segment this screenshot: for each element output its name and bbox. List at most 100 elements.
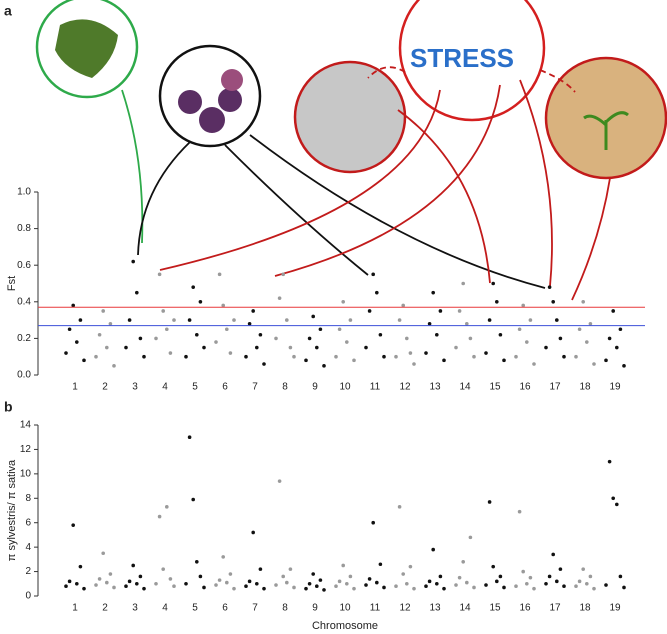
snp-point <box>502 585 506 590</box>
snp-point <box>67 579 72 584</box>
x-tick-label: 2 <box>102 603 108 614</box>
x-tick-label: 14 <box>459 603 471 614</box>
drought-circle <box>544 56 667 180</box>
snp-point <box>142 354 146 359</box>
snp-point <box>382 354 386 359</box>
snp-point <box>217 578 222 582</box>
snp-point <box>307 336 312 341</box>
snp-point <box>64 584 68 589</box>
snp-point <box>574 354 578 359</box>
snp-point <box>262 362 266 366</box>
snp-point <box>184 354 188 359</box>
x-tick-label: 13 <box>429 603 441 614</box>
snp-point <box>408 564 413 569</box>
snp-point <box>412 362 416 366</box>
y-tick-label: 0 <box>25 591 31 602</box>
snp-point <box>288 567 293 571</box>
snp-point <box>322 588 326 592</box>
snp-point <box>258 332 263 337</box>
snp-point <box>555 318 559 322</box>
snp-point <box>97 577 102 581</box>
snp-point <box>228 572 233 576</box>
x-tick-label: 10 <box>339 382 351 393</box>
snp-point <box>157 514 162 519</box>
snp-point <box>401 572 406 576</box>
snp-point <box>465 321 469 326</box>
snp-point <box>457 309 462 313</box>
snp-point <box>442 586 446 591</box>
snp-point <box>498 574 503 579</box>
x-tick-label: 9 <box>312 603 318 614</box>
snp-point <box>352 358 356 363</box>
snp-point <box>131 259 135 264</box>
snp-point <box>532 362 536 366</box>
snp-point <box>495 579 499 584</box>
x-tick-label: 7 <box>252 382 258 393</box>
snp-point <box>525 340 529 344</box>
snp-point <box>138 574 143 579</box>
snp-point <box>304 358 308 363</box>
snp-point <box>214 583 218 587</box>
snp-point <box>315 345 319 350</box>
snp-point <box>71 523 75 527</box>
snp-point <box>161 567 165 571</box>
snp-point <box>484 583 488 587</box>
snp-point <box>217 272 222 277</box>
snp-point <box>168 351 173 355</box>
snp-point <box>528 575 533 580</box>
snp-point <box>71 303 75 308</box>
snp-point <box>198 574 203 579</box>
y-tick-label: 6 <box>25 517 31 528</box>
snp-point <box>307 581 312 586</box>
snp-point <box>607 336 612 341</box>
leaf-icon <box>55 19 118 78</box>
snp-point <box>555 579 559 584</box>
snp-point <box>517 509 522 514</box>
snp-point <box>108 321 113 326</box>
snp-point <box>221 555 225 559</box>
snp-point <box>611 309 615 313</box>
snp-point <box>454 583 458 587</box>
x-tick-label: 19 <box>609 382 621 393</box>
snp-point <box>172 584 176 589</box>
snp-point <box>544 581 548 586</box>
snp-point <box>285 318 289 322</box>
snp-point <box>191 497 195 502</box>
snp-point <box>498 332 503 337</box>
snp-point <box>135 581 139 586</box>
x-tick-label: 6 <box>222 382 228 393</box>
snp-point <box>337 579 342 584</box>
snp-point <box>214 340 218 344</box>
x-tick-label: 18 <box>579 382 591 393</box>
snp-point <box>517 327 522 332</box>
snp-point <box>431 290 436 295</box>
x-tick-label: 18 <box>579 603 591 614</box>
snp-point <box>75 340 79 344</box>
y-tick-label: 0.0 <box>17 370 31 381</box>
snp-point <box>412 586 416 591</box>
snp-point <box>574 584 578 589</box>
x-tick-label: 11 <box>370 603 381 614</box>
snp-point <box>124 584 128 589</box>
snp-point <box>67 327 72 332</box>
snp-point <box>247 321 252 326</box>
snp-point <box>558 567 563 571</box>
snp-point <box>588 574 593 579</box>
y-tick-label: 10 <box>20 468 32 479</box>
snp-point <box>427 579 432 584</box>
snp-point <box>604 358 608 363</box>
snp-point <box>165 327 169 332</box>
snp-point <box>108 572 113 576</box>
panel-label: b <box>4 399 13 415</box>
snp-point <box>112 585 116 590</box>
y-axis-label: π sylvestris/ π sativa <box>6 459 18 561</box>
snp-point <box>367 577 372 581</box>
snp-point <box>615 345 619 350</box>
snp-point <box>168 577 173 581</box>
snp-point <box>562 354 566 359</box>
snp-point <box>491 281 496 286</box>
pathogen-circle <box>293 60 407 174</box>
snp-point <box>341 300 346 304</box>
snp-point <box>465 580 469 585</box>
